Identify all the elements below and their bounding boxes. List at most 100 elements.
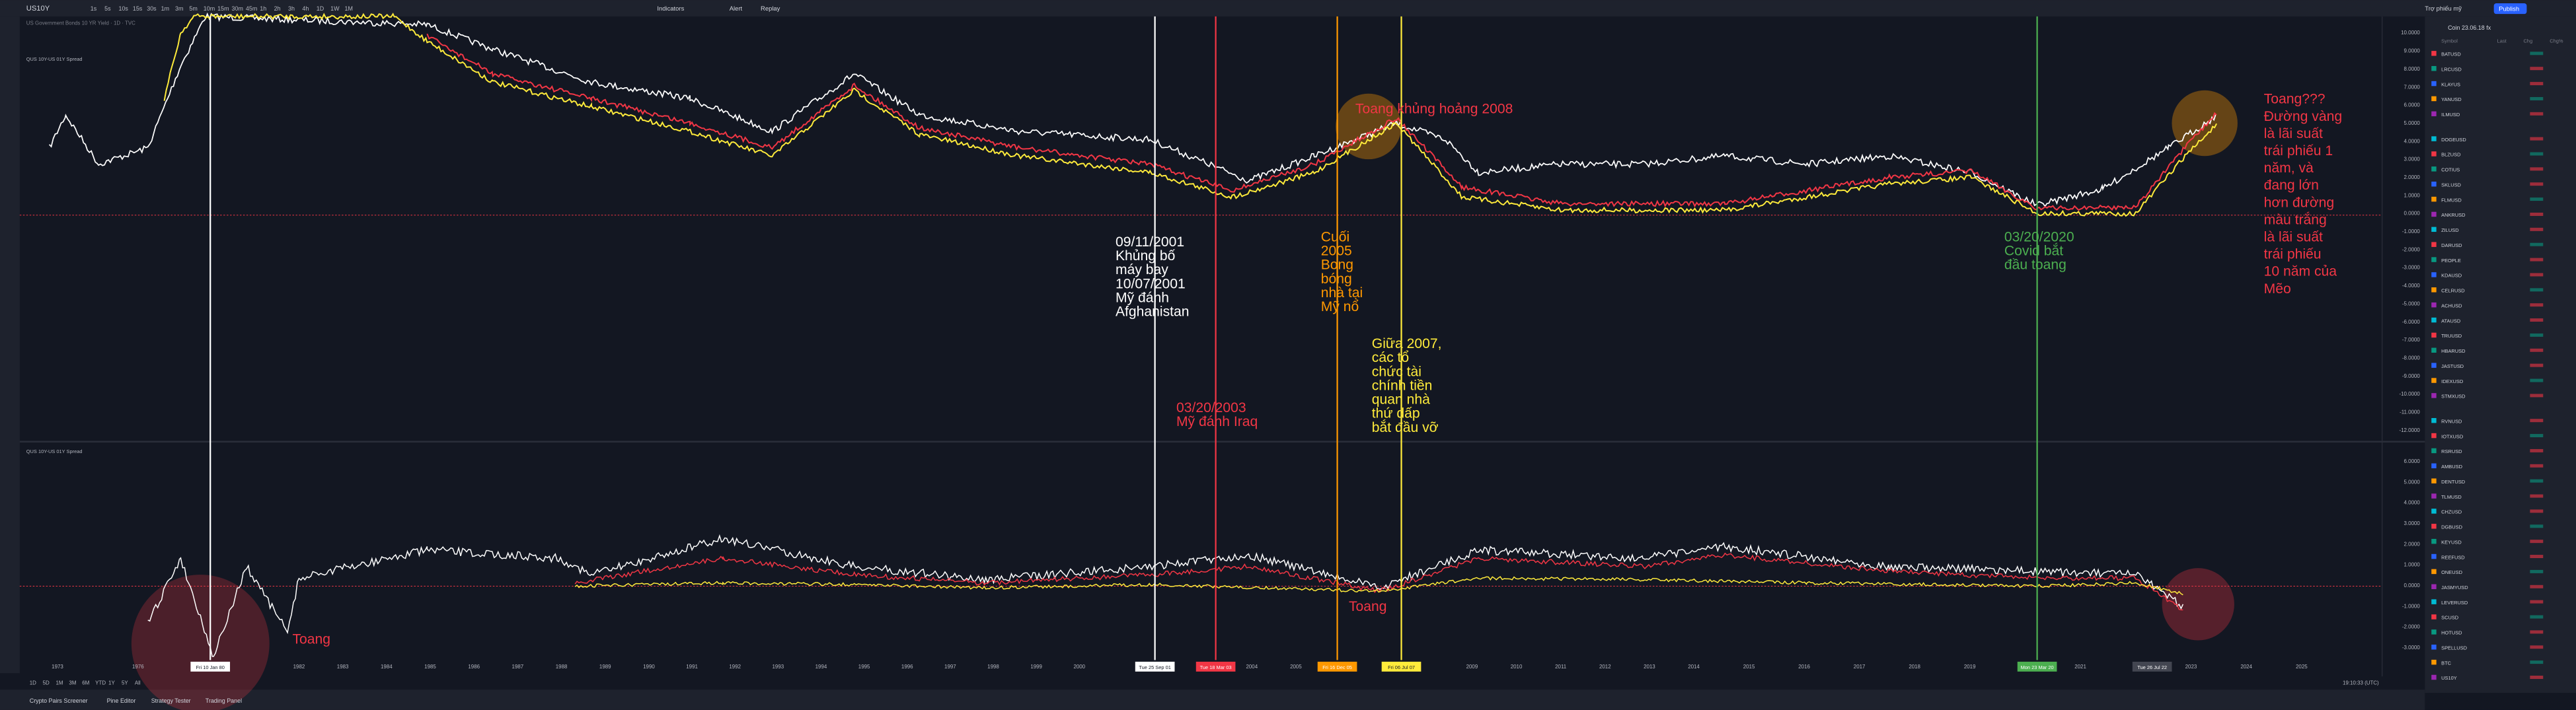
range-button[interactable]: YTD <box>95 680 106 686</box>
interval-button[interactable]: 1D <box>317 5 324 12</box>
watchlist-symbol[interactable]: ILMUSD <box>2441 112 2460 118</box>
watchlist-symbol[interactable]: BLZUSD <box>2441 152 2461 158</box>
watchlist-symbol[interactable]: DGBUSD <box>2441 524 2462 530</box>
watchlist-symbol[interactable]: ZILUSD <box>2441 227 2459 233</box>
time-tick-label: 1997 <box>944 664 956 670</box>
watchlist-symbol[interactable]: JASTUSD <box>2441 363 2464 369</box>
interval-button[interactable]: 1M <box>345 5 353 12</box>
change-bar <box>2530 258 2544 262</box>
publish-button[interactable] <box>2493 3 2527 15</box>
interval-button[interactable]: 10s <box>118 5 128 12</box>
price-tick-label: 2.0000 <box>2404 541 2421 547</box>
watchlist-symbol[interactable]: LRCUSD <box>2441 66 2462 72</box>
watchlist-symbol[interactable]: RSRUSD <box>2441 448 2462 454</box>
watchlist-symbol[interactable]: IOTXUSD <box>2441 433 2464 439</box>
bottom-tab[interactable]: Pine Editor <box>107 697 136 704</box>
price-tick-label: 0.0000 <box>2404 211 2421 217</box>
annotation-text: Đường vàng <box>2264 109 2342 124</box>
interval-button[interactable]: 3m <box>175 5 183 12</box>
range-button[interactable]: 5D <box>43 680 50 686</box>
watchlist-symbol[interactable]: HOTUSD <box>2441 630 2462 636</box>
watchlist-symbol[interactable]: YANUSD <box>2441 96 2462 102</box>
price-line <box>163 13 2217 217</box>
interval-button[interactable]: 30m <box>232 5 243 12</box>
watchlist-symbol[interactable]: KEYUSD <box>2441 539 2462 545</box>
interval-button[interactable]: 1m <box>161 5 169 12</box>
indicators-button[interactable]: Indicators <box>657 5 684 13</box>
watchlist-symbol[interactable]: HBARUSD <box>2441 348 2466 354</box>
interval-button[interactable]: 10m <box>204 5 215 12</box>
watchlist-symbol[interactable]: ATAUSD <box>2441 318 2461 324</box>
interval-button[interactable]: 5m <box>189 5 197 12</box>
interval-button[interactable]: 1s <box>91 5 97 12</box>
watchlist-symbol[interactable]: SPELLUSD <box>2441 645 2467 651</box>
interval-button[interactable]: 2h <box>274 5 281 12</box>
time-tick-label: 2019 <box>1964 664 1976 670</box>
symbol-icon <box>2431 363 2437 368</box>
watchlist-symbol[interactable]: REEFUSD <box>2441 554 2465 560</box>
watchlist-symbol[interactable]: TRUUSD <box>2441 333 2462 339</box>
range-button[interactable]: 6M <box>82 680 89 686</box>
watchlist-symbol[interactable]: US10Y <box>2441 675 2457 681</box>
change-bar <box>2530 273 2544 277</box>
bottom-tab[interactable]: Strategy Tester <box>151 697 191 704</box>
annotation-text: Toang khủng hoảng 2008 <box>1355 102 1513 117</box>
interval-button[interactable]: 4h <box>302 5 309 12</box>
watchlist-symbol[interactable]: AMBUSD <box>2441 464 2462 470</box>
watchlist-symbol[interactable]: SKLUSD <box>2441 182 2461 188</box>
time-tick-label: 1973 <box>52 664 63 670</box>
range-button[interactable]: 5Y <box>122 680 128 686</box>
watchlist-symbol[interactable]: RVNUSD <box>2441 418 2462 424</box>
watchlist-symbol[interactable]: BTC <box>2441 660 2452 666</box>
watchlist-symbol[interactable]: LEVERUSD <box>2441 600 2468 606</box>
watchlist-symbol[interactable]: KDAUSD <box>2441 273 2462 279</box>
time-tick-label: 2017 <box>1854 664 1866 670</box>
range-button[interactable]: 1D <box>30 680 36 686</box>
layout-name[interactable]: Trợ phiếu mỹ <box>2425 5 2462 13</box>
interval-button[interactable]: 15m <box>217 5 229 12</box>
interval-button[interactable]: 3h <box>288 5 295 12</box>
watchlist-symbol[interactable]: ONEUSD <box>2441 569 2462 575</box>
price-tick-label: 6.0000 <box>2404 458 2421 464</box>
watchlist-symbol[interactable]: JASMYUSD <box>2441 585 2468 590</box>
watchlist-symbol[interactable]: DOGEUSD <box>2441 137 2466 143</box>
watchlist-symbol[interactable]: PEOPLE <box>2441 258 2461 264</box>
alert-button[interactable]: Alert <box>730 5 743 13</box>
replay-button[interactable]: Replay <box>761 5 780 13</box>
interval-button[interactable]: 5s <box>104 5 111 12</box>
annotation-text: năm, và <box>2264 160 2314 176</box>
watchlist-symbol[interactable]: KLAYUS <box>2441 81 2460 87</box>
symbol-icon <box>2431 569 2437 575</box>
watchlist-symbol[interactable]: STMXUSD <box>2441 394 2466 400</box>
interval-button[interactable]: 30s <box>147 5 157 12</box>
interval-button[interactable]: 15s <box>133 5 143 12</box>
change-bar <box>2530 137 2544 141</box>
interval-button[interactable]: 1h <box>260 5 266 12</box>
publish-label[interactable]: Publish <box>2499 5 2519 13</box>
watchlist-symbol[interactable]: DARUSD <box>2441 242 2462 248</box>
change-bar <box>2530 333 2544 337</box>
watchlist-symbol[interactable]: IDEXUSD <box>2441 378 2464 384</box>
watchlist-symbol[interactable]: FLMUSD <box>2441 197 2462 203</box>
interval-button[interactable]: 45m <box>246 5 257 12</box>
watchlist-symbol[interactable]: CELRUSD <box>2441 288 2465 294</box>
bottom-tab[interactable]: Crypto Pairs Screener <box>30 697 88 704</box>
range-button[interactable]: All <box>135 680 141 686</box>
change-bar <box>2530 96 2544 100</box>
change-bar <box>2530 67 2544 71</box>
bottom-tab[interactable]: Trading Panel <box>206 697 242 704</box>
range-button[interactable]: 3M <box>69 680 76 686</box>
symbol[interactable]: US10Y <box>26 5 50 13</box>
watchlist-symbol[interactable]: BATUSD <box>2441 52 2461 57</box>
watchlist-symbol[interactable]: TLMUSD <box>2441 494 2462 500</box>
range-button[interactable]: 1Y <box>108 680 115 686</box>
watchlist-symbol[interactable]: COTIUS <box>2441 167 2460 173</box>
watchlist-symbol[interactable]: CHZUSD <box>2441 509 2462 515</box>
watchlist-symbol[interactable]: ANKRUSD <box>2441 212 2466 218</box>
time-tick-label: 2021 <box>2074 664 2086 670</box>
watchlist-symbol[interactable]: SCUSD <box>2441 615 2459 621</box>
interval-button[interactable]: 1W <box>330 5 340 12</box>
watchlist-symbol[interactable]: ACHUSD <box>2441 302 2462 308</box>
watchlist-symbol[interactable]: DENTUSD <box>2441 479 2466 485</box>
range-button[interactable]: 1M <box>56 680 63 686</box>
